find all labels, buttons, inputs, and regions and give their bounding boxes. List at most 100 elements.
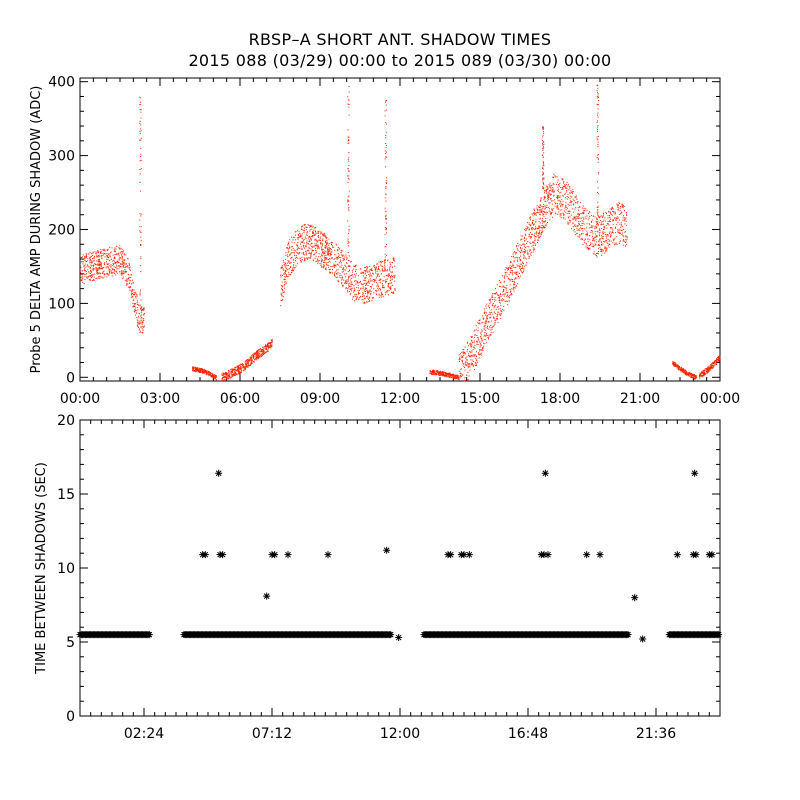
data-point [486, 342, 488, 344]
data-point [248, 365, 250, 366]
data-point [315, 255, 317, 257]
data-point [353, 265, 355, 267]
data-point [110, 271, 112, 273]
data-point [290, 274, 292, 275]
data-point [365, 288, 366, 290]
data-point [261, 349, 262, 351]
data-point [354, 293, 356, 295]
data-point [343, 259, 345, 261]
data-point [507, 304, 509, 306]
data-point [539, 222, 541, 224]
data-point [127, 258, 129, 260]
data-point [368, 271, 370, 273]
data-point [518, 277, 520, 279]
data-point [674, 363, 676, 365]
data-point [683, 368, 685, 370]
data-point [712, 367, 714, 369]
data-point [609, 243, 611, 245]
data-point [716, 361, 718, 363]
data-point [288, 241, 290, 243]
data-point [347, 271, 349, 272]
data-point [533, 249, 535, 251]
data-point [558, 211, 560, 213]
data-point [231, 371, 233, 373]
data-point [591, 226, 593, 228]
data-point [251, 355, 253, 357]
data-point [435, 374, 437, 376]
data-point [259, 355, 261, 357]
data-point [569, 202, 571, 204]
data-point [306, 257, 307, 259]
data-point [350, 285, 352, 287]
data-point [466, 359, 468, 361]
data-point [560, 214, 562, 216]
data-point [389, 277, 391, 279]
data-point [538, 207, 540, 209]
data-point [681, 371, 683, 373]
data-point [596, 226, 598, 228]
data-point [304, 258, 305, 260]
data-point [198, 370, 200, 372]
data-point [478, 320, 480, 322]
data-point [716, 358, 718, 360]
data-point [579, 213, 580, 215]
data-point [542, 224, 544, 226]
data-point [559, 197, 561, 199]
data-point [126, 266, 128, 268]
data-point [586, 248, 588, 250]
data-point [593, 215, 594, 217]
data-point [376, 282, 377, 284]
data-point [506, 276, 508, 278]
data-point [284, 269, 286, 271]
data-point [119, 271, 121, 273]
data-point [612, 238, 614, 240]
data-point [510, 290, 512, 292]
data-point [605, 211, 607, 213]
data-point [539, 235, 541, 237]
data-point [482, 345, 484, 347]
data-point [306, 242, 308, 244]
data-point [600, 241, 602, 243]
data-point [377, 275, 379, 277]
data-point [481, 349, 483, 351]
data-point [521, 271, 523, 273]
data-point [226, 377, 228, 379]
data-point [393, 276, 395, 278]
data-point [305, 246, 307, 248]
data-point [472, 355, 474, 357]
data-point [250, 361, 252, 363]
data-point [316, 246, 318, 248]
data-point [300, 246, 302, 248]
data-point [538, 236, 540, 238]
data-point [192, 366, 194, 368]
data-point [545, 206, 547, 208]
data-point [242, 363, 244, 365]
data-point [228, 378, 230, 380]
data-point [570, 200, 572, 202]
data-point [93, 260, 95, 262]
data-point [304, 258, 306, 260]
data-point [441, 371, 443, 373]
data-point [705, 371, 707, 373]
data-point [122, 276, 124, 278]
data-point [367, 293, 369, 295]
data-point [572, 191, 574, 192]
data-point [452, 376, 454, 378]
data-point [531, 227, 533, 228]
data-point [141, 306, 143, 308]
data-point [293, 259, 295, 261]
data-point [110, 251, 112, 253]
data-point [543, 206, 545, 208]
data-point [565, 187, 567, 189]
data-point [513, 266, 515, 268]
data-point [522, 261, 524, 263]
data-point [263, 352, 265, 354]
data-point [581, 220, 583, 222]
data-point [285, 258, 287, 260]
data-point [585, 227, 587, 229]
data-point [379, 278, 381, 280]
data-point [93, 279, 95, 281]
data-point [117, 254, 119, 256]
data-point [680, 367, 682, 369]
data-point [139, 322, 141, 324]
